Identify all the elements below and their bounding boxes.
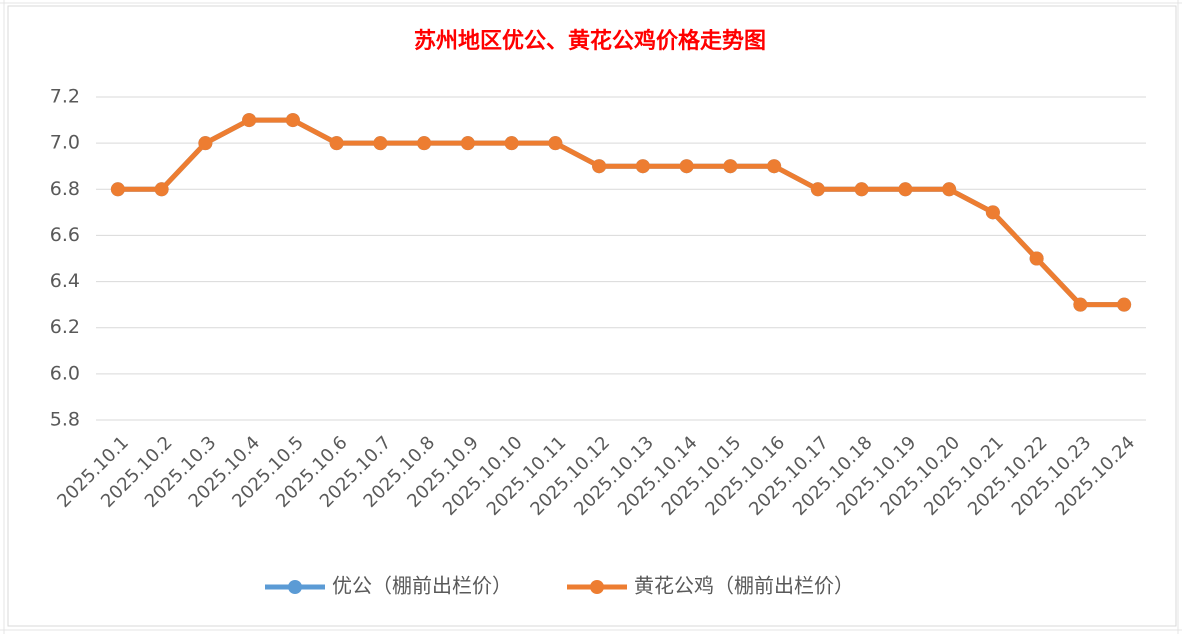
data-point xyxy=(942,182,957,197)
y-tick-label: 6.2 xyxy=(50,316,80,338)
y-tick-label: 6.8 xyxy=(50,178,80,200)
data-point xyxy=(767,159,782,174)
data-point xyxy=(504,136,519,151)
data-point xyxy=(242,113,257,128)
legend-marker xyxy=(288,580,302,594)
data-point xyxy=(329,136,344,151)
data-point xyxy=(679,159,694,174)
data-point xyxy=(985,205,1000,220)
data-point xyxy=(1073,297,1088,312)
data-point xyxy=(723,159,738,174)
y-tick-label: 7.0 xyxy=(50,132,80,154)
y-tick-label: 7.2 xyxy=(50,86,80,108)
data-point xyxy=(592,159,607,174)
data-point xyxy=(154,182,169,197)
legend-marker xyxy=(590,580,604,594)
data-point xyxy=(810,182,825,197)
data-point xyxy=(635,159,650,174)
legend-label: 优公（棚前出栏价） xyxy=(332,574,512,598)
data-point xyxy=(854,182,869,197)
data-point xyxy=(1029,251,1044,266)
data-point xyxy=(198,136,213,151)
data-point xyxy=(285,113,300,128)
chart-area xyxy=(7,5,1177,627)
y-tick-label: 5.8 xyxy=(50,409,80,431)
data-point xyxy=(1117,297,1132,312)
series-line xyxy=(117,117,1125,308)
y-tick-label: 6.4 xyxy=(50,270,80,292)
data-point xyxy=(373,136,388,151)
data-point xyxy=(548,136,563,151)
data-point xyxy=(110,182,125,197)
y-tick-label: 6.6 xyxy=(50,224,80,246)
data-point xyxy=(417,136,432,151)
data-point xyxy=(460,136,475,151)
y-tick-label: 6.0 xyxy=(50,362,80,384)
legend-label: 黄花公鸡（棚前出栏价） xyxy=(634,574,854,598)
data-point xyxy=(898,182,913,197)
chart-title: 苏州地区优公、黄花公鸡价格走势图 xyxy=(414,28,766,54)
